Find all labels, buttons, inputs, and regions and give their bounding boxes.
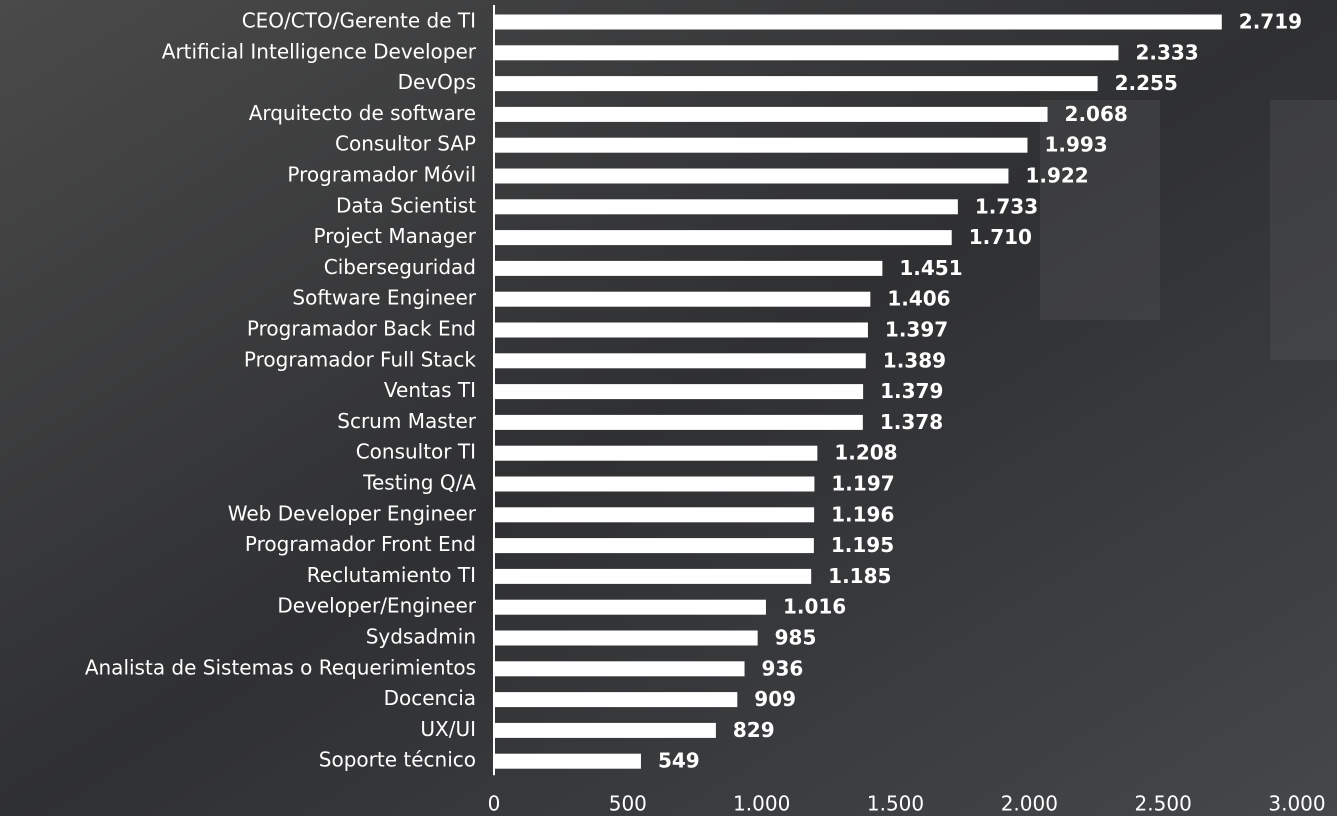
y-tick-label: Scrum Master: [337, 409, 477, 433]
bar: [494, 76, 1098, 91]
data-label: 1.922: [1025, 164, 1088, 188]
bar: [494, 199, 958, 214]
bar: [494, 477, 814, 492]
y-tick-label: Developer/Engineer: [277, 594, 476, 618]
bar: [494, 45, 1118, 60]
bar: [494, 692, 737, 707]
y-tick-label: UX/UI: [420, 717, 476, 741]
bar: [494, 415, 863, 430]
data-label: 1.378: [880, 410, 943, 434]
y-tick-label: Docencia: [384, 686, 476, 710]
y-tick-label: Programador Full Stack: [244, 347, 476, 371]
y-tick-label: Programador Móvil: [287, 163, 476, 187]
y-tick-label: Sydsadmin: [366, 625, 476, 649]
data-label: 1.451: [899, 256, 962, 280]
data-label: 1.733: [975, 194, 1038, 218]
chart: 0 500 1.000 1.500 2.000 2.500 3.000 CEO/CTO/Ger…: [0, 0, 1337, 816]
y-tick-label: Project Manager: [314, 224, 477, 248]
y-tick-label: Analista de Sistemas o Requerimientos: [85, 655, 476, 679]
data-label: 1.185: [828, 564, 891, 588]
bar: [494, 15, 1222, 30]
data-label: 829: [733, 718, 775, 742]
x-tick-label: 2.500: [1135, 792, 1192, 816]
bar: [494, 723, 716, 738]
data-label: 2.255: [1115, 71, 1178, 95]
background-monitor: [1270, 100, 1337, 360]
x-tick-label: 0: [488, 792, 501, 816]
data-label: 2.333: [1135, 40, 1198, 64]
y-tick-label: Consultor TI: [356, 440, 476, 464]
data-label: 2.068: [1065, 102, 1128, 126]
y-tick-label: Arquitecto de software: [249, 101, 476, 125]
data-label: 936: [762, 656, 804, 680]
data-label: 1.710: [969, 225, 1032, 249]
bar: [494, 292, 870, 307]
data-label: 1.389: [883, 348, 946, 372]
data-label: 1.993: [1044, 133, 1107, 157]
y-tick-label: Artificial Intelligence Developer: [162, 39, 477, 63]
bar: [494, 631, 758, 646]
data-label: 549: [658, 749, 700, 773]
data-label: 985: [775, 626, 817, 650]
bar: [494, 569, 811, 584]
y-tick-label: Web Developer Engineer: [228, 501, 477, 525]
y-tick-label: Ventas TI: [384, 378, 476, 402]
bar: [494, 446, 817, 461]
bar: [494, 600, 766, 615]
data-label: 1.195: [831, 533, 894, 557]
y-tick-label: Data Scientist: [336, 193, 476, 217]
y-tick-label: Software Engineer: [292, 286, 476, 310]
y-tick-label: Consultor SAP: [335, 132, 476, 156]
x-tick-label: 1.000: [733, 792, 790, 816]
data-label: 909: [754, 687, 796, 711]
bar: [494, 107, 1048, 122]
bar: [494, 230, 952, 245]
bar: [494, 538, 814, 553]
y-tick-label: Programador Front End: [245, 532, 476, 556]
data-label: 2.719: [1239, 10, 1302, 34]
bar: [494, 323, 868, 338]
bar: [494, 169, 1008, 184]
y-tick-label: Ciberseguridad: [324, 255, 476, 279]
data-label: 1.196: [831, 502, 894, 526]
bar: [494, 138, 1027, 153]
data-label: 1.406: [887, 287, 950, 311]
data-label: 1.379: [880, 379, 943, 403]
data-label: 1.208: [834, 441, 897, 465]
y-tick-label: Programador Back End: [247, 317, 476, 341]
bar: [494, 353, 866, 368]
y-tick-label: CEO/CTO/Gerente de TI: [242, 9, 476, 33]
bar: [494, 261, 882, 276]
y-tick-label: Reclutamiento TI: [307, 563, 476, 587]
y-tick-label: DevOps: [398, 70, 476, 94]
bar: [494, 661, 745, 676]
data-label: 1.397: [885, 318, 948, 342]
data-label: 1.197: [831, 472, 894, 496]
x-tick-label: 3.000: [1268, 792, 1325, 816]
x-tick-label: 2.000: [1001, 792, 1058, 816]
x-tick-label: 1.500: [867, 792, 924, 816]
data-label: 1.016: [783, 595, 846, 619]
bar: [494, 754, 641, 769]
y-tick-label: Testing Q/A: [362, 471, 476, 495]
x-tick-label: 500: [609, 792, 647, 816]
y-tick-label: Soporte técnico: [319, 748, 476, 772]
bar: [494, 384, 863, 399]
bar: [494, 507, 814, 522]
